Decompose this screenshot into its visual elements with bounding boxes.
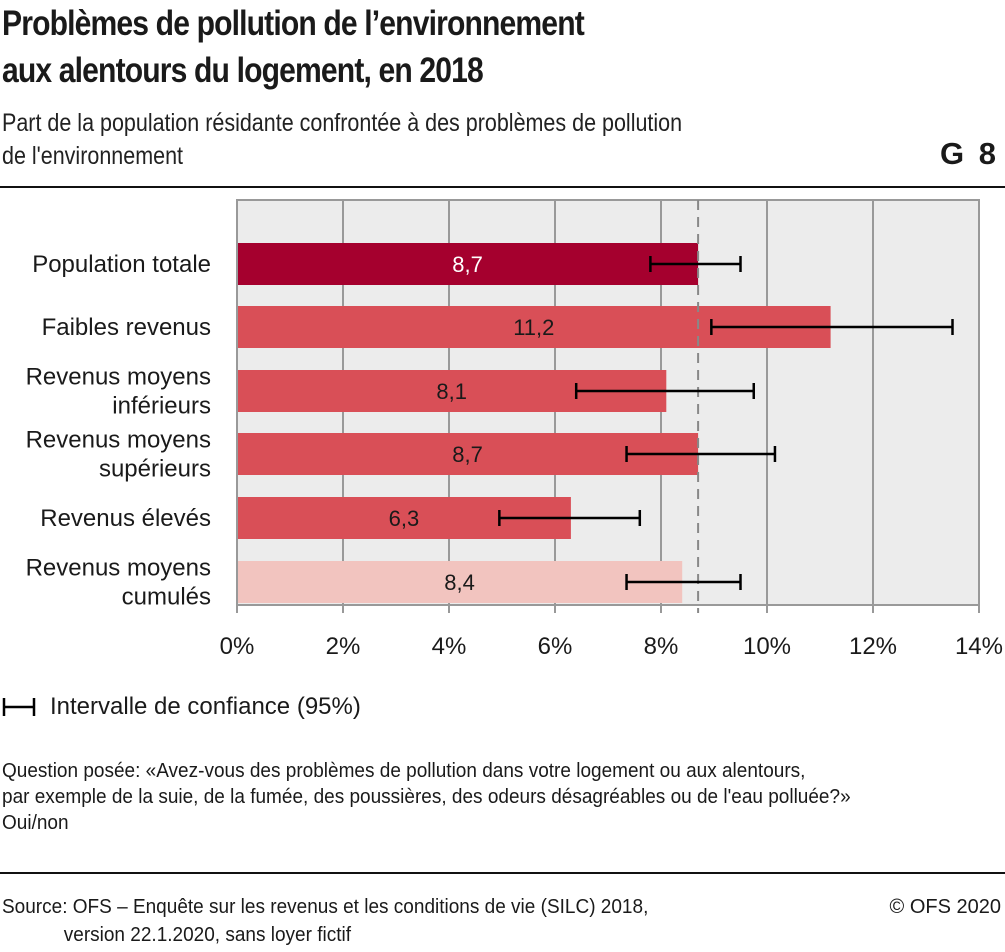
error-bar xyxy=(498,510,642,526)
bar-chart: 8,7 11,2 8,1 8,7 6,3 8,4 Population totale Fai… xyxy=(26,199,1003,660)
category-label-line: cumulés xyxy=(122,584,211,611)
note-line2: par exemple de la suie, de la fumée, des… xyxy=(2,786,851,808)
x-tick-label: 10% xyxy=(743,633,791,660)
category-label: Population totale xyxy=(32,251,211,278)
category-label-line: Revenus moyens xyxy=(26,427,211,454)
category-label-line: Population totale xyxy=(32,251,211,278)
copyright: © OFS 2020 xyxy=(889,896,1001,918)
error-bar xyxy=(649,256,742,272)
note-line3: Oui/non xyxy=(2,812,69,834)
chart-subtitle-line1: Part de la population résidante confront… xyxy=(2,109,683,137)
x-tick-label: 0% xyxy=(220,633,255,660)
error-bar xyxy=(574,383,755,399)
error-bars xyxy=(498,256,954,590)
error-bar xyxy=(710,319,954,335)
legend-label: Intervalle de confiance (95%) xyxy=(50,693,361,720)
category-label-line: Revenus élevés xyxy=(40,505,211,532)
x-tick-label: 14% xyxy=(955,633,1003,660)
x-tick-label: 12% xyxy=(849,633,897,660)
graphic-number: G 8 xyxy=(940,136,999,171)
source-note: Source: OFS – Enquête sur les revenus et… xyxy=(2,893,648,949)
chart-title-line2: aux alentours du logement, en 2018 xyxy=(2,51,484,90)
note-line1: Question posée: «Avez-vous des problèmes… xyxy=(2,760,806,782)
bar-value-label: 8,7 xyxy=(452,252,483,277)
category-label: Revenus moyens cumulés xyxy=(26,555,211,611)
x-tick-label: 8% xyxy=(644,633,679,660)
legend: Intervalle de confiance (95%) xyxy=(2,690,361,724)
category-label-line: Faibles revenus xyxy=(42,314,211,341)
chart-subtitle: Part de la population résidante confront… xyxy=(2,107,862,173)
bar-value-label: 6,3 xyxy=(389,506,420,531)
error-bar xyxy=(625,574,742,590)
bar-value-label: 8,1 xyxy=(436,379,467,404)
category-label: Faibles revenus xyxy=(42,314,211,341)
x-tick-label: 4% xyxy=(432,633,467,660)
bar xyxy=(238,433,699,475)
bars: 8,7 11,2 8,1 8,7 6,3 8,4 xyxy=(238,243,831,603)
source-line1: Source: OFS – Enquête sur les revenus et… xyxy=(2,896,649,918)
question-note: Question posée: «Avez-vous des problèmes… xyxy=(2,758,955,836)
category-labels: Population totale Faibles revenus Revenus … xyxy=(26,251,211,611)
chart-title: Problèmes de pollution de l’environnemen… xyxy=(2,0,776,94)
category-label: Revenus élevés xyxy=(40,505,211,532)
chart-title-line1: Problèmes de pollution de l’environnemen… xyxy=(2,4,585,43)
footer-divider xyxy=(0,872,1005,874)
category-label-line: Revenus moyens xyxy=(26,555,211,582)
bar-value-label: 8,7 xyxy=(452,442,483,467)
category-label: Revenus moyens inférieurs xyxy=(26,364,211,420)
x-tick-label: 2% xyxy=(326,633,361,660)
header-divider xyxy=(0,186,1005,188)
bar-value-label: 11,2 xyxy=(513,315,554,340)
category-label-line: inférieurs xyxy=(112,393,211,420)
bar-value-label: 8,4 xyxy=(444,570,475,595)
bar xyxy=(238,561,683,603)
category-label: Revenus moyens supérieurs xyxy=(26,427,211,483)
error-bar xyxy=(625,446,777,462)
x-tick-label: 6% xyxy=(538,633,573,660)
confidence-interval-icon xyxy=(2,698,36,716)
bar xyxy=(238,243,699,285)
chart-subtitle-line2: de l'environnement xyxy=(2,142,184,170)
x-axis: 0% 2% 4% 6% 8% 10% 12% 14% xyxy=(220,604,1003,660)
category-label-line: supérieurs xyxy=(99,456,211,483)
category-label-line: Revenus moyens xyxy=(26,364,211,391)
source-line2: version 22.1.2020, sans loyer fictif xyxy=(63,924,352,946)
